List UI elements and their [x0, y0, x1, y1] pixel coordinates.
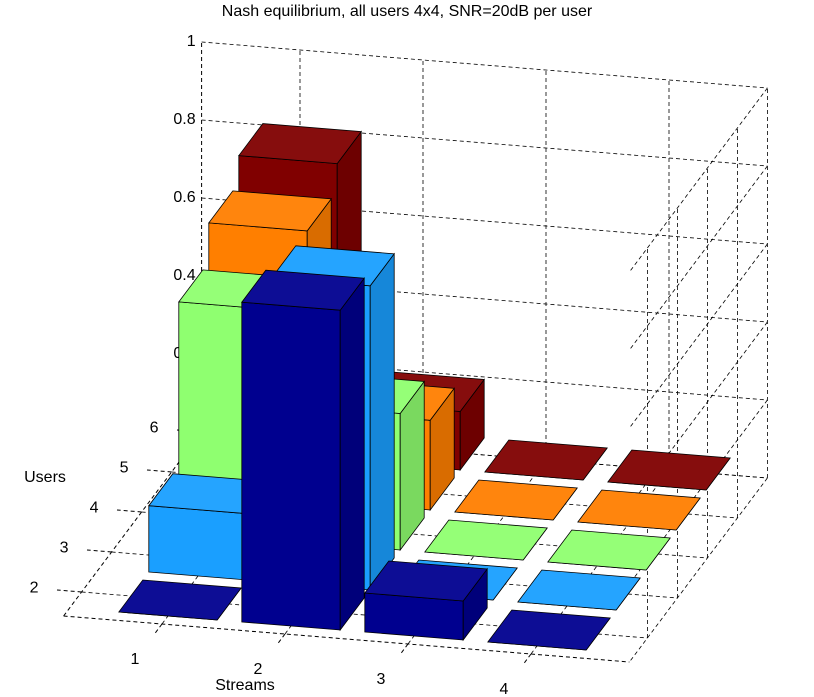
- x-tick-label: 1: [131, 651, 140, 668]
- bar-side: [369, 252, 395, 592]
- bar-top: [577, 489, 701, 531]
- bar-top: [517, 569, 641, 611]
- bar-top: [208, 190, 332, 232]
- x-tick: [400, 643, 409, 655]
- y-tick-label: 2: [30, 580, 39, 597]
- x-axis-label: Streams: [215, 677, 275, 694]
- grid-line: [629, 165, 768, 351]
- x-tick: [523, 653, 532, 665]
- y-axis-label: Users: [24, 469, 66, 486]
- y-tick: [56, 589, 82, 593]
- bar-side: [339, 277, 365, 632]
- y-tick: [116, 509, 142, 513]
- x-tick-label: 3: [377, 671, 386, 688]
- x-tick: [277, 633, 286, 645]
- x-tick: [154, 623, 163, 635]
- z-tick-label: 0.6: [173, 189, 195, 206]
- z-tick-label: 1: [187, 33, 196, 50]
- y-tick: [86, 549, 112, 553]
- bar-top: [487, 609, 611, 651]
- bar-front: [148, 505, 248, 581]
- bar-top: [547, 529, 671, 571]
- z-tick-label: 0.8: [173, 111, 195, 128]
- bar-top: [118, 579, 242, 621]
- chart-title: Nash equilibrium, all users 4x4, SNR=20d…: [222, 3, 593, 20]
- x-tick-label: 4: [500, 681, 509, 697]
- bar-top: [424, 519, 548, 561]
- y-tick-label: 4: [90, 500, 99, 517]
- y-tick: [146, 469, 172, 473]
- grid-line: [629, 87, 768, 273]
- x-tick-label: 2: [254, 661, 263, 678]
- grid-line: [629, 243, 768, 429]
- axis-line: [63, 615, 630, 663]
- bar-top: [238, 123, 362, 165]
- bar-front: [241, 301, 341, 631]
- grid-line: [629, 477, 768, 663]
- y-tick-label: 5: [120, 460, 129, 477]
- bar-top: [454, 479, 578, 521]
- z-tick-label: 0.4: [173, 267, 195, 284]
- bar-top: [364, 560, 488, 602]
- y-tick-label: 6: [150, 420, 159, 437]
- bar-top: [241, 269, 365, 311]
- y-tick-label: 3: [60, 540, 69, 557]
- bar-top: [607, 449, 731, 491]
- grid-line: [201, 41, 768, 89]
- bar-top: [484, 439, 608, 481]
